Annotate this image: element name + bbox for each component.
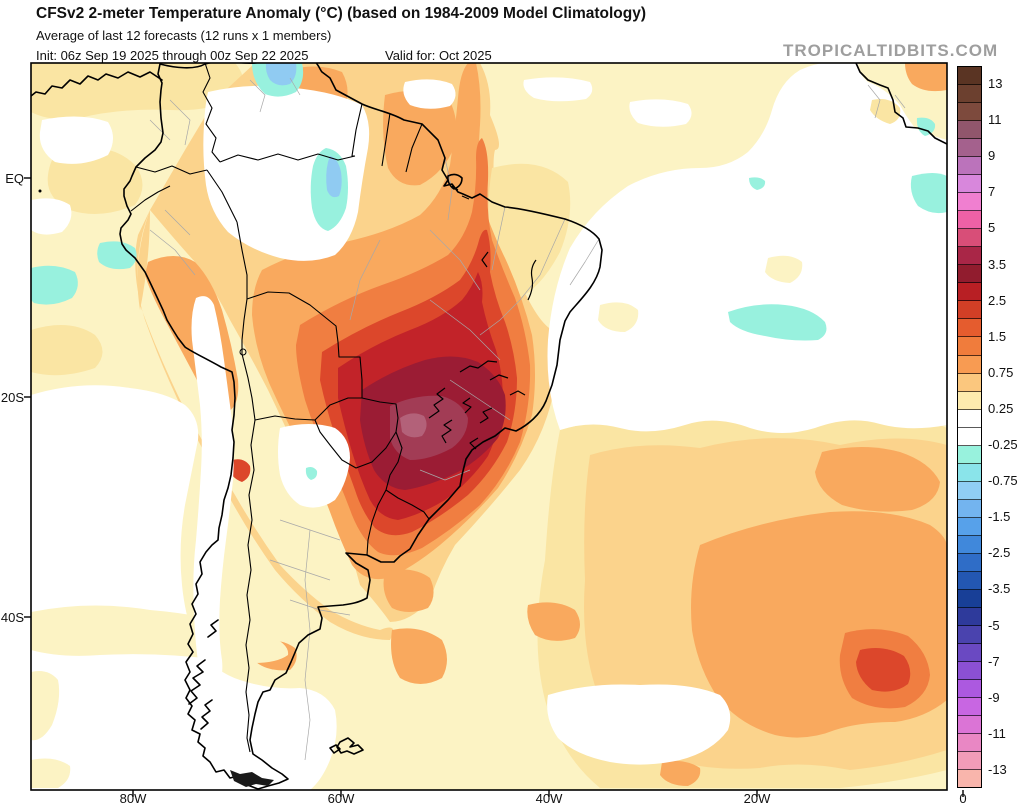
colorbar-segment bbox=[958, 247, 981, 266]
colorbar-segment bbox=[958, 283, 981, 302]
lon-label-60w: 60W bbox=[327, 791, 355, 803]
coastlines bbox=[31, 63, 947, 790]
colorbar-tick-label: 11 bbox=[988, 112, 1002, 128]
colorbar-segment bbox=[958, 139, 981, 158]
colorbar-segment bbox=[958, 391, 981, 410]
colorbar-segment bbox=[958, 67, 981, 86]
colorbar-segment bbox=[958, 481, 981, 500]
colorbar-tick-label: -0.25 bbox=[988, 437, 1018, 453]
colorbar-segment bbox=[958, 625, 981, 644]
lon-label-80w: 80W bbox=[119, 791, 147, 803]
colorbar-tick-label: -1.5 bbox=[988, 509, 1011, 525]
anomaly-map bbox=[24, 62, 964, 797]
map-frame bbox=[30, 62, 948, 791]
colorbar-segment bbox=[958, 445, 981, 464]
country-borders bbox=[130, 63, 430, 753]
colorbar-tick-label: 1.5 bbox=[988, 328, 1007, 344]
colorbar-segment bbox=[958, 535, 981, 554]
colorbar-segment bbox=[958, 265, 981, 284]
colorbar-segment bbox=[958, 734, 981, 753]
colorbar-segment bbox=[958, 337, 981, 356]
colorbar-segment bbox=[958, 680, 981, 699]
colorbar-segment bbox=[958, 301, 981, 320]
colorbar-segment bbox=[958, 229, 981, 248]
colorbar-segment bbox=[958, 553, 981, 572]
colorbar-tick-label: 0.75 bbox=[988, 364, 1014, 380]
colorbar-segment bbox=[958, 770, 981, 788]
lon-label-0: 0 bbox=[959, 791, 967, 803]
lat-label-eq: EQ bbox=[5, 171, 24, 186]
colorbar-segment bbox=[958, 644, 981, 663]
lat-label-40s: 40S bbox=[0, 610, 24, 625]
colorbar-tick-label: -2.5 bbox=[988, 545, 1011, 561]
colorbar-segment bbox=[958, 319, 981, 338]
colorbar-tick-label: 3.5 bbox=[988, 256, 1007, 272]
colorbar-segment bbox=[958, 157, 981, 176]
colorbar-segment bbox=[958, 517, 981, 536]
colorbar-segment bbox=[958, 662, 981, 681]
colorbar-tick-label: -0.75 bbox=[988, 473, 1018, 489]
colorbar-tick-label: 13 bbox=[988, 76, 1003, 92]
lat-label-20s: 20S bbox=[0, 390, 24, 405]
colorbar-segment bbox=[958, 752, 981, 771]
colorbar-segment bbox=[958, 607, 981, 626]
colorbar-tick-label: 5 bbox=[988, 220, 996, 236]
colorbar-segment bbox=[958, 409, 981, 428]
colorbar-tick-label: -13 bbox=[988, 761, 1007, 777]
colorbar-segment bbox=[958, 211, 981, 230]
colorbar-segment bbox=[958, 103, 981, 122]
colorbar-segment bbox=[958, 121, 981, 140]
colorbar-segment bbox=[958, 85, 981, 104]
colorbar-segment bbox=[958, 355, 981, 374]
page-title: CFSv2 2-meter Temperature Anomaly (°C) (… bbox=[36, 5, 646, 22]
state-borders bbox=[149, 77, 906, 761]
colorbar-tick-label: -5 bbox=[988, 617, 1000, 633]
valid-time-label: Valid for: Oct 2025 bbox=[385, 48, 492, 63]
colorbar-segment bbox=[958, 193, 981, 212]
colorbar-tick-label: 0.25 bbox=[988, 400, 1014, 416]
colorbar-tick-label: 9 bbox=[988, 148, 996, 164]
lon-label-20w: 20W bbox=[743, 791, 771, 803]
colorbar-segment bbox=[958, 427, 981, 446]
colorbar-segment bbox=[958, 698, 981, 717]
colorbar-segment bbox=[958, 571, 981, 590]
axis-ticks bbox=[24, 177, 964, 797]
colorbar-segment bbox=[958, 716, 981, 735]
lon-label-40w: 40W bbox=[535, 791, 563, 803]
anomaly-shading bbox=[31, 63, 947, 790]
colorbar-tick-label: -3.5 bbox=[988, 581, 1011, 597]
colorbar-segment bbox=[958, 499, 981, 518]
colorbar-tick-label: 2.5 bbox=[988, 292, 1007, 308]
init-time-label: Init: 06z Sep 19 2025 through 00z Sep 22… bbox=[36, 48, 309, 63]
colorbar-segment bbox=[958, 589, 981, 608]
colorbar-tick-label: 7 bbox=[988, 184, 996, 200]
colorbar-segment bbox=[958, 463, 981, 482]
colorbar-tick-label: -7 bbox=[988, 653, 1000, 669]
colorbar-segment bbox=[958, 373, 981, 392]
colorbar-tick-label: -11 bbox=[988, 725, 1006, 741]
tropicaltidbits-watermark: TROPICALTIDBITS.COM bbox=[783, 41, 999, 60]
colorbar bbox=[957, 66, 982, 788]
colorbar-segment bbox=[958, 175, 981, 194]
colorbar-tick-label: -9 bbox=[988, 689, 1000, 705]
forecast-average-subtitle: Average of last 12 forecasts (12 runs x … bbox=[36, 28, 332, 43]
